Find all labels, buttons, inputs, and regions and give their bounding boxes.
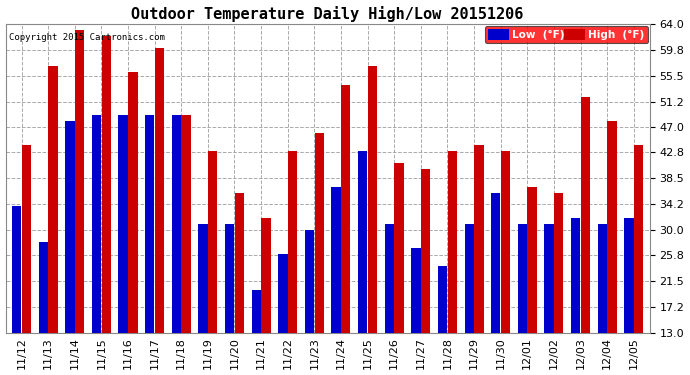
Bar	[571, 217, 580, 333]
Bar	[598, 224, 607, 333]
Bar	[278, 254, 288, 333]
Bar	[411, 248, 421, 333]
Bar	[421, 169, 431, 333]
Bar	[305, 230, 314, 333]
Bar	[262, 217, 270, 333]
Bar	[66, 121, 75, 333]
Bar	[235, 194, 244, 333]
Bar	[474, 145, 484, 333]
Bar	[384, 224, 394, 333]
Bar	[634, 145, 643, 333]
Bar	[48, 66, 58, 333]
Bar	[358, 151, 367, 333]
Bar	[464, 224, 474, 333]
Bar	[12, 206, 21, 333]
Bar	[128, 72, 137, 333]
Bar	[448, 151, 457, 333]
Text: Copyright 2015 Cartronics.com: Copyright 2015 Cartronics.com	[9, 33, 165, 42]
Bar	[21, 145, 31, 333]
Bar	[198, 224, 208, 333]
Bar	[501, 151, 510, 333]
Bar	[225, 224, 235, 333]
Bar	[75, 30, 84, 333]
Bar	[92, 115, 101, 333]
Bar	[607, 121, 617, 333]
Bar	[491, 194, 500, 333]
Bar	[544, 224, 553, 333]
Bar	[331, 188, 341, 333]
Bar	[438, 266, 447, 333]
Bar	[145, 115, 155, 333]
Title: Outdoor Temperature Daily High/Low 20151206: Outdoor Temperature Daily High/Low 20151…	[132, 6, 524, 21]
Bar	[155, 48, 164, 333]
Bar	[554, 194, 564, 333]
Bar	[101, 36, 111, 333]
Bar	[624, 217, 633, 333]
Bar	[368, 66, 377, 333]
Bar	[395, 163, 404, 333]
Bar	[39, 242, 48, 333]
Bar	[208, 151, 217, 333]
Bar	[315, 133, 324, 333]
Bar	[288, 151, 297, 333]
Bar	[181, 115, 190, 333]
Bar	[341, 85, 351, 333]
Bar	[581, 97, 590, 333]
Bar	[172, 115, 181, 333]
Bar	[252, 290, 261, 333]
Bar	[518, 224, 527, 333]
Bar	[119, 115, 128, 333]
Legend: Low  (°F), High  (°F): Low (°F), High (°F)	[484, 26, 648, 43]
Bar	[527, 188, 537, 333]
